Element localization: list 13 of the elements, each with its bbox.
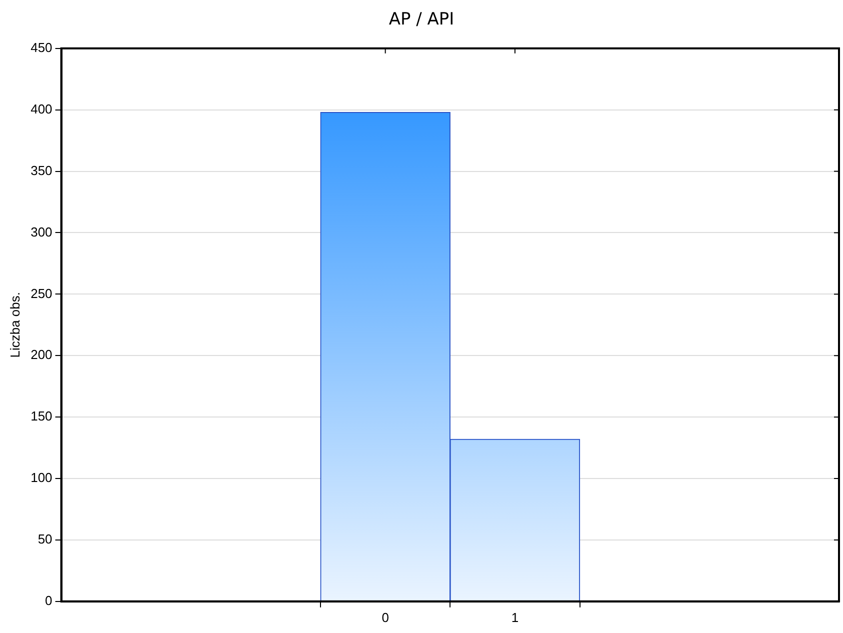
y-tick-label: 50 [38,532,52,547]
y-tick-label: 150 [30,408,52,424]
y-tick-label: 100 [30,470,52,486]
x-tick-label: 1 [511,610,519,625]
y-tick-label: 200 [30,347,52,362]
chart-title: AP / API [388,10,454,30]
y-axis-title: Liczba obs. [7,292,22,358]
y-tick-label: 450 [30,40,52,55]
y-tick-label: 350 [30,162,52,178]
y-tick-label: 0 [45,592,52,608]
y-tick-label: 400 [30,101,52,116]
y-tick-label: 250 [30,286,52,301]
y-tick-label: 300 [30,224,52,240]
